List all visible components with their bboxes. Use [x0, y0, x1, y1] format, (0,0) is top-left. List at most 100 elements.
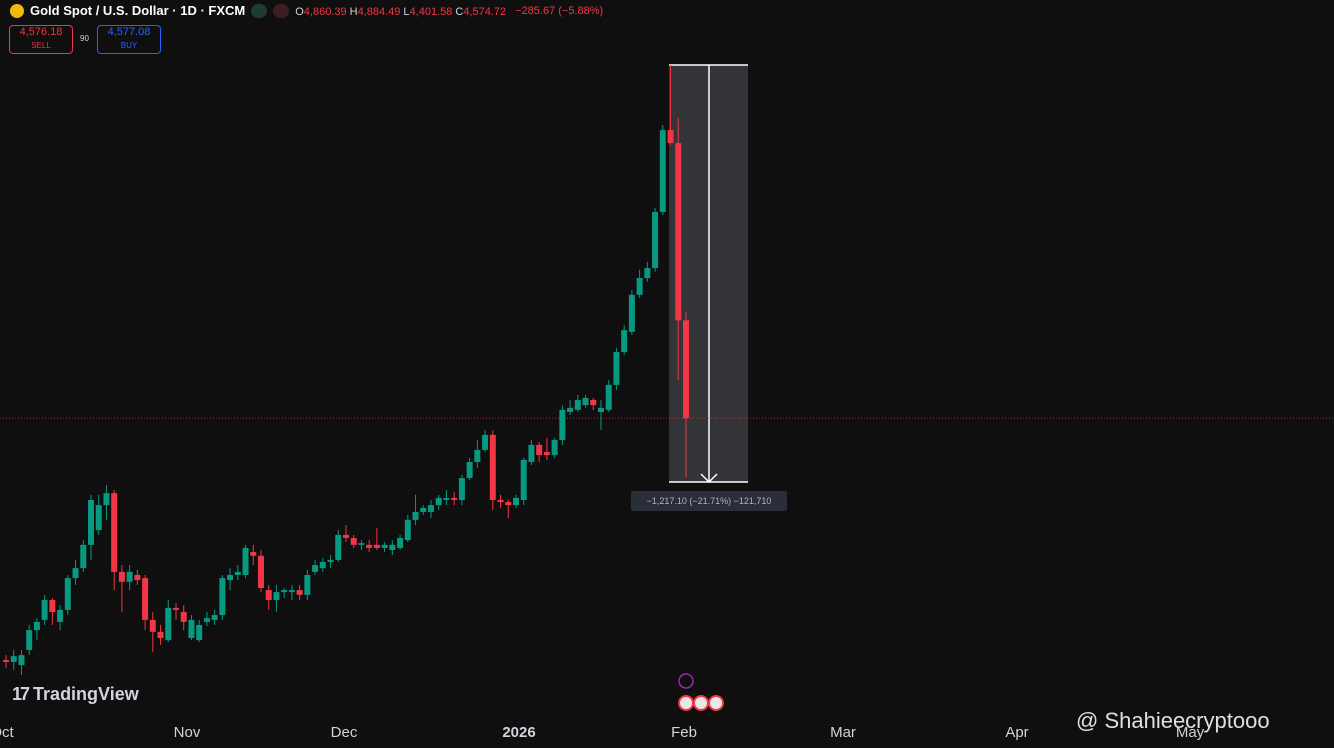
- measure-label: −1,217.10 (−21.71%) −121,710: [631, 491, 787, 511]
- change: −285.67 (−5.88%): [515, 4, 604, 17]
- candle-body: [559, 409, 566, 441]
- ohlc: O4,860.39 H4,884.49 L4,401.58 C4,574.72: [295, 4, 509, 18]
- candle-body: [64, 578, 71, 610]
- candle-body: [489, 434, 496, 500]
- candle-body: [142, 578, 149, 620]
- candle-body: [203, 618, 210, 622]
- candle-body: [613, 352, 620, 385]
- candle-body: [497, 499, 504, 503]
- candle-body: [505, 502, 512, 506]
- candle-body: [219, 578, 226, 616]
- status-icon: [273, 3, 290, 18]
- candle-body: [57, 609, 64, 622]
- ohlc-key: H: [349, 5, 358, 18]
- candle-body: [458, 478, 465, 500]
- candle-body: [196, 624, 203, 641]
- candle-body: [319, 561, 326, 569]
- candle-body: [543, 452, 550, 456]
- x-tick-label: Apr: [1005, 724, 1028, 741]
- candle-body: [149, 619, 156, 632]
- candle-body: [528, 444, 535, 462]
- candle-body: [466, 461, 473, 479]
- candle-body: [80, 544, 87, 569]
- event-flag: [693, 695, 709, 711]
- x-tick-label: 2026: [502, 724, 535, 741]
- candle-body: [111, 493, 118, 572]
- candle-body: [389, 544, 396, 550]
- status-icon: [251, 3, 268, 18]
- ohlc-value: 4,401.58: [409, 5, 453, 18]
- candle-body: [427, 505, 434, 512]
- x-tick-label: May: [1176, 724, 1205, 741]
- candle-body: [474, 449, 481, 462]
- x-tick-label: Oct: [0, 724, 14, 741]
- candle-body: [682, 320, 689, 419]
- candle-body: [597, 407, 604, 412]
- candle-body: [273, 592, 280, 600]
- ohlc-key: O: [295, 5, 304, 18]
- buy-button[interactable]: 4,577.08 BUY: [97, 25, 161, 54]
- candle-body: [288, 590, 295, 593]
- candle-body: [358, 543, 365, 545]
- candle-body: [373, 544, 380, 548]
- candle-body: [33, 621, 40, 631]
- candle-body: [41, 599, 48, 620]
- sell-button[interactable]: 4,576.18 SELL: [9, 25, 73, 54]
- candle-body: [621, 330, 628, 353]
- candle-body: [250, 552, 257, 556]
- ohlc-key: C: [455, 5, 464, 18]
- candle-body: [482, 434, 489, 450]
- candle-body: [628, 294, 635, 332]
- candle-body: [296, 590, 303, 595]
- candle-body: [342, 534, 349, 538]
- candle-body: [134, 574, 141, 581]
- candle-body: [95, 505, 102, 531]
- candle-body: [118, 571, 125, 582]
- candle-body: [366, 544, 373, 548]
- candle-body: [188, 619, 195, 639]
- candle-body: [350, 537, 357, 545]
- candle-body: [257, 555, 264, 589]
- candle-body: [435, 497, 442, 506]
- candle-body: [234, 571, 241, 575]
- event-flag: [678, 695, 694, 711]
- candle-body: [3, 659, 9, 662]
- candle-body: [103, 493, 110, 506]
- candle-body: [574, 399, 581, 410]
- candle-body: [327, 559, 334, 562]
- candle-body: [211, 615, 218, 620]
- sell-price: 4,576.18: [19, 26, 63, 38]
- candle-body: [397, 537, 404, 548]
- watermark: 17 TradingView: [12, 684, 139, 704]
- ohlc-key: L: [403, 5, 410, 18]
- symbol-icon: [10, 3, 24, 18]
- candle-body: [644, 268, 651, 279]
- candle-body: [10, 656, 17, 662]
- spread: 90: [80, 34, 89, 43]
- candle-body: [335, 534, 342, 560]
- candle-body: [126, 571, 133, 582]
- candle-body: [667, 130, 674, 144]
- candle-body: [675, 143, 682, 321]
- candle-body: [412, 511, 419, 520]
- candle-body: [567, 407, 574, 412]
- candle-body: [312, 565, 319, 572]
- candle-body: [87, 499, 94, 545]
- x-tick-label: Feb: [671, 724, 697, 741]
- event-icon: [678, 673, 694, 689]
- candle-body: [404, 519, 411, 541]
- credit: @ Shahieecryptooo: [1076, 708, 1270, 733]
- buy-label: BUY: [120, 41, 138, 50]
- candle-body: [72, 568, 79, 579]
- candle-body: [180, 611, 187, 622]
- candle-body: [590, 399, 597, 406]
- candle-body: [636, 278, 643, 295]
- candle-body: [172, 607, 179, 610]
- candle-body: [49, 599, 56, 612]
- candle-body: [26, 630, 33, 650]
- header: Gold Spot / U.S. Dollar · 1D · FXCM O4,8…: [10, 3, 606, 18]
- candle-body: [659, 130, 666, 212]
- watermark-text: TradingView: [33, 684, 139, 704]
- candle-body: [242, 547, 249, 575]
